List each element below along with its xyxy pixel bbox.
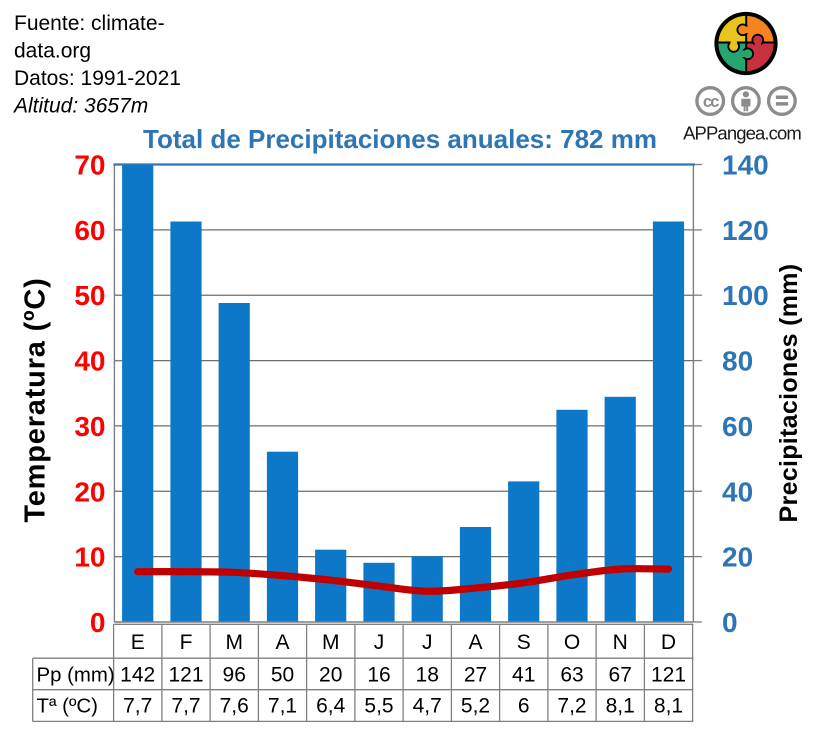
svg-text:7,7: 7,7 <box>123 695 152 718</box>
svg-text:7,2: 7,2 <box>557 695 586 718</box>
svg-text:J: J <box>374 631 385 654</box>
svg-text:0: 0 <box>722 607 738 638</box>
svg-text:20: 20 <box>722 542 753 573</box>
svg-text:6,4: 6,4 <box>316 695 346 718</box>
svg-text:Precipitaciones (mm): Precipitaciones (mm) <box>775 264 803 523</box>
svg-text:D: D <box>661 631 676 654</box>
svg-text:5,2: 5,2 <box>461 695 490 718</box>
svg-text:70: 70 <box>74 150 105 181</box>
svg-text:N: N <box>613 631 628 654</box>
svg-text:7,7: 7,7 <box>171 695 200 718</box>
svg-text:7,6: 7,6 <box>220 695 249 718</box>
svg-text:40: 40 <box>74 346 105 377</box>
svg-text:6: 6 <box>518 695 530 718</box>
svg-text:E: E <box>131 631 145 654</box>
svg-text:96: 96 <box>223 663 246 686</box>
svg-text:100: 100 <box>722 280 769 311</box>
svg-text:50: 50 <box>74 280 105 311</box>
svg-text:8,1: 8,1 <box>654 695 683 718</box>
svg-text:142: 142 <box>120 663 155 686</box>
svg-text:cc: cc <box>703 93 719 111</box>
svg-text:4,7: 4,7 <box>413 695 442 718</box>
svg-text:S: S <box>517 631 531 654</box>
svg-text:A: A <box>468 631 482 654</box>
svg-text:121: 121 <box>651 663 686 686</box>
svg-text:Fuente: climate-: Fuente: climate- <box>14 12 165 35</box>
svg-text:Pp (mm): Pp (mm) <box>37 664 115 686</box>
svg-text:Temperatura (ºC): Temperatura (ºC) <box>20 277 52 522</box>
svg-text:140: 140 <box>722 150 769 181</box>
svg-text:Altitud: 3657m: Altitud: 3657m <box>12 95 148 118</box>
svg-text:50: 50 <box>271 663 294 686</box>
svg-text:10: 10 <box>74 542 105 573</box>
svg-text:J: J <box>422 631 433 654</box>
svg-text:60: 60 <box>722 411 753 442</box>
svg-text:F: F <box>180 631 193 654</box>
svg-text:Total de Precipitaciones anual: Total de Precipitaciones anuales: 782 mm <box>143 124 657 154</box>
svg-text:7,1: 7,1 <box>268 695 297 718</box>
svg-text:67: 67 <box>609 663 632 686</box>
svg-text:63: 63 <box>560 663 583 686</box>
svg-text:60: 60 <box>74 215 105 246</box>
svg-text:5,5: 5,5 <box>364 695 393 718</box>
svg-text:30: 30 <box>74 411 105 442</box>
svg-text:20: 20 <box>74 476 105 507</box>
svg-text:121: 121 <box>168 663 203 686</box>
svg-text:A: A <box>275 631 289 654</box>
svg-text:Datos: 1991-2021: Datos: 1991-2021 <box>14 67 181 90</box>
svg-text:M: M <box>225 631 243 654</box>
svg-text:120: 120 <box>722 215 769 246</box>
svg-text:APPangea.com: APPangea.com <box>683 123 801 144</box>
svg-text:18: 18 <box>416 663 439 686</box>
svg-text:27: 27 <box>464 663 487 686</box>
svg-text:40: 40 <box>722 476 753 507</box>
svg-text:20: 20 <box>319 663 342 686</box>
svg-text:Tª (ºC): Tª (ºC) <box>37 696 98 718</box>
svg-text:41: 41 <box>512 663 535 686</box>
svg-text:80: 80 <box>722 346 753 377</box>
svg-text:data.org: data.org <box>14 39 91 62</box>
svg-text:8,1: 8,1 <box>606 695 635 718</box>
svg-text:0: 0 <box>90 607 106 638</box>
svg-text:O: O <box>564 631 580 654</box>
svg-text:M: M <box>322 631 340 654</box>
svg-text:16: 16 <box>367 663 390 686</box>
